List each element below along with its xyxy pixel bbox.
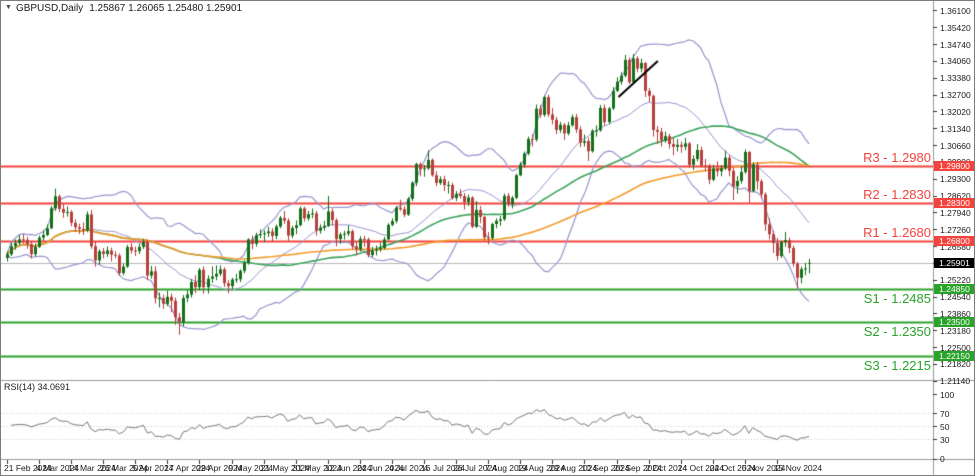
date-axis-label: 20 Sep 2024 (613, 463, 662, 473)
price-axis-tick-label: 1.21820 (940, 359, 971, 370)
price-axis-tick-label: 1.34060 (940, 56, 971, 67)
price-axis-tick-label: 1.28620 (940, 191, 971, 202)
rsi-indicator-label: RSI(14) 34.0691 (4, 382, 71, 392)
price-axis-tick-label: 1.31340 (940, 123, 971, 134)
support-price-badge: 1.24850 (934, 283, 974, 294)
price-axis-tick-label: 1.34740 (940, 39, 971, 50)
price-axis-tick-label: 1.32700 (940, 90, 971, 101)
rsi-axis-tick-label: 30 (940, 434, 950, 445)
date-axis-label: 2 Oct 2024 (645, 463, 688, 473)
price-axis-tick-label: 1.23180 (940, 325, 971, 336)
quote-ohlc: 1.25867 1.26065 1.25480 1.25901 (89, 3, 243, 14)
support-price-badge: 1.22150 (934, 350, 974, 361)
rsi-axis-tick-label: 0 (940, 454, 945, 464)
date-axis-label: 19 Aug 2024 (517, 463, 566, 473)
rsi-axis-tick-label: 100 (940, 389, 955, 400)
date-axis-label: 10 Sep 2024 (581, 463, 630, 473)
resistance-price-badge: 1.29800 (934, 161, 974, 172)
price-axis-tick-label: 1.23860 (940, 308, 971, 319)
date-axis-label: 21 May 2024 (260, 463, 310, 473)
date-axis-label: 24 Jun 2024 (356, 463, 404, 473)
chart-title: ▼ GBPUSD,Daily 1.25867 1.26065 1.25480 1.2… (5, 3, 242, 14)
date-axis-label: 29 Aug 2024 (549, 463, 598, 473)
date-axis-label: 24 Oct 2024 (709, 463, 757, 473)
resistance-price-badge: 1.26800 (934, 235, 974, 246)
date-axis-label: 5 Apr 2024 (132, 463, 174, 473)
price-axis-tick-label: 1.22500 (940, 342, 971, 353)
symbol-dropdown-icon[interactable]: ▼ (5, 4, 12, 11)
rsi-axis-tick-label: 50 (940, 421, 950, 432)
date-axis-label: 15 Nov 2024 (773, 463, 823, 473)
resistance-level-label: R3 - 1.2980 (863, 150, 931, 166)
price-axis-tick-label: 1.24540 (940, 292, 971, 303)
date-axis-label: 14 Oct 2024 (677, 463, 724, 473)
date-axis-label: 4 Mar 2024 (36, 463, 80, 473)
date-axis-label: 14 Mar 2024 (68, 463, 116, 473)
date-axis-label: 16 Jul 2024 (421, 463, 465, 473)
price-axis-tick-label: 1.27940 (940, 207, 971, 218)
support-level-label: S1 - 1.2485 (863, 290, 931, 306)
price-axis-tick-label: 1.26580 (940, 241, 971, 252)
date-axis-label: 9 May 2024 (228, 463, 273, 473)
support-price-badge: 1.23500 (934, 317, 974, 328)
resistance-price-badge: 1.28300 (934, 198, 974, 209)
date-axis-label: 29 Apr 2024 (196, 463, 243, 473)
symbol-timeframe-label: GBPUSD,Daily (15, 3, 84, 14)
price-axis-tick-label: 1.27260 (940, 224, 971, 235)
price-axis-tick-label: 1.33380 (940, 73, 971, 84)
support-level-label: S2 - 1.2350 (863, 324, 931, 340)
price-axis-tick-label: 1.32020 (940, 106, 971, 117)
resistance-level-label: R1 - 1.2680 (863, 224, 931, 240)
support-level-label: S3 - 1.2215 (863, 357, 931, 373)
price-axis-tick-label: 1.29300 (940, 174, 971, 185)
date-axis-label: 26 Jul 2024 (453, 463, 498, 473)
date-axis-label: 12 Jun 2024 (324, 463, 372, 473)
price-axis-tick-label: 1.30660 (940, 140, 971, 151)
date-axis-label: 5 Nov 2024 (741, 463, 786, 473)
rsi-axis-tick-label: 70 (940, 408, 950, 419)
price-axis-tick-label: 1.36100 (940, 5, 971, 16)
current-price-badge: 1.25901 (934, 257, 974, 268)
date-axis-label: 26 Mar 2024 (100, 463, 148, 473)
date-axis-label: 21 Feb 2024 (4, 463, 52, 473)
date-axis-label: 4 Jul 2024 (388, 463, 429, 473)
date-axis-label: 31 May 2024 (292, 463, 342, 473)
date-axis-label: 7 Aug 2024 (485, 463, 529, 473)
price-axis-tick-label: 1.35420 (940, 22, 971, 33)
resistance-level-label: R2 - 1.2830 (863, 187, 931, 203)
price-axis-tick-label: 1.25220 (940, 275, 971, 286)
date-axis-label: 17 Apr 2024 (164, 463, 211, 473)
price-axis-tick-label: 1.21140 (940, 376, 971, 387)
